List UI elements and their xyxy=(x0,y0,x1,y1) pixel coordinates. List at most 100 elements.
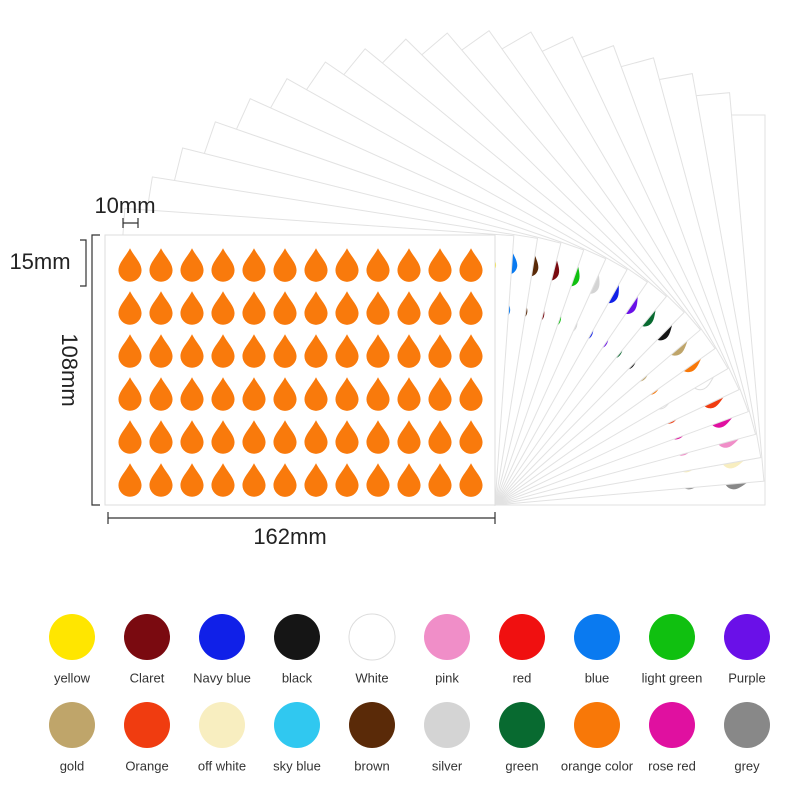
sticker-drop xyxy=(366,420,390,454)
swatch-label: White xyxy=(355,670,388,685)
sticker-drop xyxy=(459,463,483,497)
swatch-label: Orange xyxy=(125,758,168,773)
sticker-drop xyxy=(366,334,390,368)
color-swatch xyxy=(724,702,770,748)
color-swatch xyxy=(274,614,320,660)
sticker-drop xyxy=(397,377,421,411)
dim-10mm-line xyxy=(122,218,139,228)
sticker-drop xyxy=(180,248,204,282)
color-swatch xyxy=(199,702,245,748)
color-swatch xyxy=(724,614,770,660)
sticker-drop xyxy=(149,420,173,454)
sticker-drop xyxy=(397,420,421,454)
dim-sheet-height: 108mm xyxy=(57,333,82,406)
sticker-drop xyxy=(118,463,142,497)
sticker-drop xyxy=(180,420,204,454)
color-swatch xyxy=(499,614,545,660)
sticker-drop xyxy=(211,334,235,368)
sticker-drop xyxy=(273,420,297,454)
sticker-drop xyxy=(242,334,266,368)
sticker-drop xyxy=(242,377,266,411)
dim-height-drop: 15mm xyxy=(9,249,70,274)
color-swatch xyxy=(649,702,695,748)
sticker-drop xyxy=(428,463,452,497)
sticker-drop xyxy=(242,291,266,325)
sticker-drop xyxy=(273,248,297,282)
sticker-drop xyxy=(459,334,483,368)
color-swatch xyxy=(424,614,470,660)
sticker-drop xyxy=(304,377,328,411)
sticker-drop xyxy=(459,377,483,411)
sticker-drop xyxy=(459,420,483,454)
swatch-label: green xyxy=(505,758,538,773)
sticker-drop xyxy=(335,377,359,411)
sticker-drop xyxy=(335,248,359,282)
sticker-drop xyxy=(273,463,297,497)
color-swatch xyxy=(124,702,170,748)
sticker-drop xyxy=(335,463,359,497)
sticker-drop xyxy=(242,248,266,282)
dim-15mm-line xyxy=(80,239,87,287)
sticker-drop xyxy=(118,420,142,454)
sticker-drop xyxy=(304,248,328,282)
sticker-drop xyxy=(397,334,421,368)
sticker-drop xyxy=(149,334,173,368)
swatch-label: light green xyxy=(642,670,703,685)
sticker-drop xyxy=(242,420,266,454)
sticker-drop xyxy=(366,248,390,282)
sticker-drop xyxy=(304,334,328,368)
sticker-drop xyxy=(180,463,204,497)
swatch-label: black xyxy=(282,670,313,685)
sticker-drop xyxy=(273,291,297,325)
sticker-drop xyxy=(304,463,328,497)
color-swatch xyxy=(124,614,170,660)
sticker-drop xyxy=(180,334,204,368)
dim-162mm-line xyxy=(107,512,496,524)
sticker-drop xyxy=(149,248,173,282)
sticker-drop xyxy=(428,377,452,411)
sticker-drop xyxy=(335,291,359,325)
swatch-label: brown xyxy=(354,758,389,773)
swatch-label: rose red xyxy=(648,758,696,773)
swatch-label: orange color xyxy=(561,758,634,773)
sheet xyxy=(104,234,496,506)
sticker-drop xyxy=(335,334,359,368)
sticker-drop xyxy=(335,420,359,454)
sticker-drop xyxy=(397,248,421,282)
sticker-drop xyxy=(304,291,328,325)
sticker-drop xyxy=(118,377,142,411)
color-swatch xyxy=(274,702,320,748)
sticker-drop xyxy=(211,291,235,325)
sticker-drop xyxy=(397,463,421,497)
swatch-label: Navy blue xyxy=(193,670,251,685)
dim-sheet-width: 162mm xyxy=(253,524,326,549)
sticker-drop xyxy=(118,248,142,282)
sticker-drop xyxy=(459,291,483,325)
swatch-label: sky blue xyxy=(273,758,321,773)
color-swatch xyxy=(499,702,545,748)
swatch-label: Purple xyxy=(728,670,766,685)
sticker-drop xyxy=(242,463,266,497)
sticker-drop xyxy=(211,248,235,282)
sticker-drop xyxy=(366,463,390,497)
swatch-label: silver xyxy=(432,758,463,773)
sticker-drop xyxy=(366,291,390,325)
sticker-drop xyxy=(428,420,452,454)
color-swatch xyxy=(349,702,395,748)
sticker-drop xyxy=(149,377,173,411)
sticker-drop xyxy=(149,291,173,325)
dim-108mm-line xyxy=(91,234,100,506)
color-swatch xyxy=(574,702,620,748)
sticker-drop xyxy=(428,291,452,325)
swatch-label: Claret xyxy=(130,670,165,685)
swatch-label: pink xyxy=(435,670,459,685)
sticker-drop xyxy=(428,248,452,282)
sticker-drop xyxy=(304,420,328,454)
color-swatches: yellow Claret Navy blue black White pink red bl… xyxy=(49,613,770,773)
sticker-drop xyxy=(118,334,142,368)
dimensions xyxy=(80,218,496,524)
sticker-drop xyxy=(273,377,297,411)
color-swatch xyxy=(649,614,695,660)
sticker-drop xyxy=(118,291,142,325)
swatch-label: red xyxy=(513,670,532,685)
